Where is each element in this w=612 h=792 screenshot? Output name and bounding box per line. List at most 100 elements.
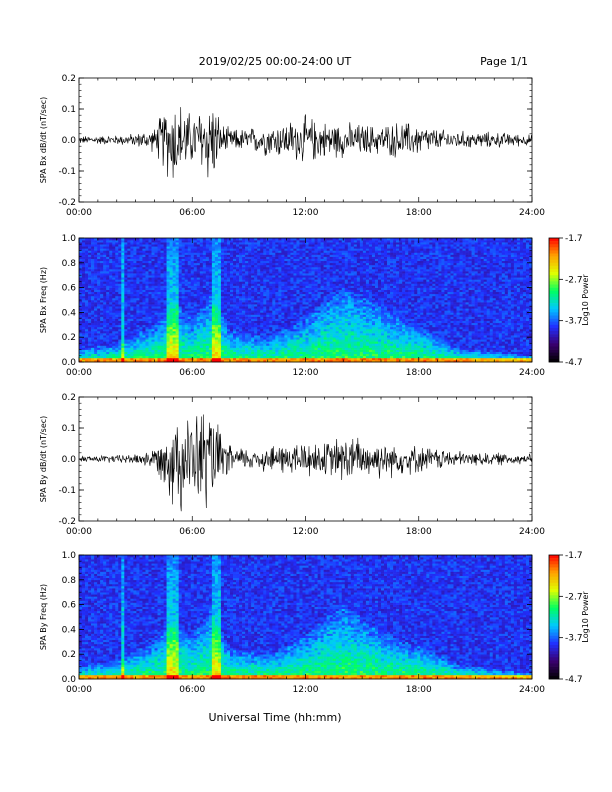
heatmap-cell <box>193 318 198 321</box>
heatmap-cell <box>302 339 306 342</box>
heatmap-cell <box>308 339 312 342</box>
heatmap-cell <box>381 339 385 342</box>
heatmap-cell <box>314 326 318 330</box>
heatmap-cell <box>308 341 312 344</box>
heatmap-cell <box>302 295 306 299</box>
heatmap-cell <box>362 359 367 363</box>
heatmap-cell <box>441 331 445 334</box>
heatmap-cell <box>311 359 315 363</box>
heatmap-cell <box>341 302 346 305</box>
heatmap-cell <box>284 324 288 328</box>
heatmap-cell <box>456 304 460 307</box>
heatmap-cell <box>181 297 185 301</box>
heatmap-cell <box>239 297 243 301</box>
heatmap-cell <box>245 328 249 332</box>
heatmap-cell <box>456 337 460 340</box>
heatmap-cell <box>308 326 312 330</box>
heatmap-cell <box>444 341 448 344</box>
heatmap-cell <box>160 297 164 301</box>
heatmap-cell <box>118 302 122 305</box>
heatmap-cell <box>103 337 107 340</box>
heatmap-cell <box>260 337 264 340</box>
heatmap-cell <box>438 341 442 344</box>
heatmap-cell <box>423 324 427 328</box>
heatmap-cell <box>465 355 469 359</box>
heatmap-cell <box>381 302 385 305</box>
heatmap-cell <box>254 308 258 311</box>
heatmap-cell <box>199 306 204 309</box>
heatmap-cell <box>495 335 500 338</box>
heatmap-cell <box>82 324 86 328</box>
heatmap-cell <box>248 293 252 297</box>
heatmap-cell <box>230 302 234 305</box>
heatmap-cell <box>480 339 484 342</box>
heatmap-cell <box>320 359 324 363</box>
heatmap-cell <box>88 328 92 332</box>
heatmap-cell <box>486 308 491 311</box>
heatmap-cell <box>130 349 134 352</box>
heatmap-cell <box>513 331 518 334</box>
heatmap-cell <box>208 333 213 336</box>
heatmap-cell <box>495 312 500 315</box>
heatmap-cell <box>513 318 518 321</box>
heatmap-cell <box>257 304 261 307</box>
heatmap-cell <box>236 322 240 326</box>
heatmap-cell <box>205 347 210 350</box>
heatmap-cell <box>344 359 349 363</box>
heatmap-cell <box>344 318 349 321</box>
heatmap-cell <box>88 316 92 319</box>
heatmap-cell <box>266 324 270 328</box>
heatmap-cell <box>480 316 484 319</box>
heatmap-cell <box>447 355 451 359</box>
heatmap-cell <box>441 337 445 340</box>
heatmap-cell <box>311 351 315 355</box>
heatmap-cell <box>459 297 463 301</box>
heatmap-cell <box>160 324 164 328</box>
heatmap-cell <box>275 302 279 305</box>
heatmap-cell <box>260 312 264 315</box>
heatmap-cell <box>305 351 309 355</box>
heatmap-cell <box>190 335 195 338</box>
heatmap-cell <box>109 306 113 309</box>
heatmap-cell <box>236 324 240 328</box>
heatmap-cell <box>525 295 530 299</box>
heatmap-cell <box>320 316 324 319</box>
heatmap-cell <box>314 347 318 350</box>
heatmap-cell <box>381 328 385 332</box>
heatmap-cell <box>260 310 264 313</box>
heatmap-cell <box>374 308 379 311</box>
heatmap-cell <box>453 345 457 348</box>
heatmap-cell <box>239 306 243 309</box>
heatmap-cell <box>338 351 343 355</box>
heatmap-cell <box>242 339 246 342</box>
heatmap-cell <box>175 304 179 307</box>
heatmap-cell <box>453 351 457 355</box>
heatmap-cell <box>133 320 137 324</box>
heatmap-cell <box>257 335 261 338</box>
heatmap-cell <box>251 328 255 332</box>
heatmap-cell <box>438 318 442 321</box>
heatmap-cell <box>381 322 385 326</box>
heatmap-cell <box>269 333 273 336</box>
heatmap-cell <box>492 349 497 352</box>
heatmap-cell <box>411 304 415 307</box>
heatmap-cell <box>477 316 481 319</box>
heatmap-cell <box>175 314 179 317</box>
heatmap-cell <box>501 345 506 348</box>
heatmap-cell <box>408 314 412 317</box>
heatmap-cell <box>94 343 98 346</box>
heatmap-cell <box>157 335 161 338</box>
heatmap-cell <box>115 320 119 324</box>
heatmap-cell <box>278 335 282 338</box>
heatmap-cell <box>480 333 484 336</box>
heatmap-cell <box>266 306 270 309</box>
heatmap-cell <box>356 328 361 332</box>
heatmap-cell <box>166 324 170 328</box>
heatmap-cell <box>230 335 234 338</box>
heatmap-cell <box>314 353 318 357</box>
heatmap-cell <box>468 353 472 357</box>
heatmap-cell <box>453 300 457 303</box>
heatmap-cell <box>411 295 415 299</box>
heatmap-cell <box>362 310 367 313</box>
heatmap-cell <box>522 355 527 359</box>
